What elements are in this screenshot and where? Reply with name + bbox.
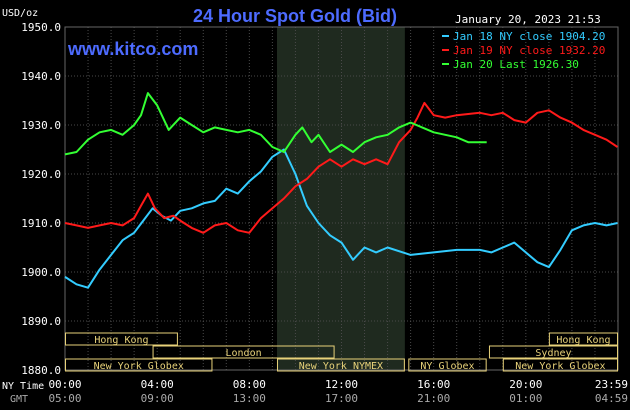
series-line (64, 148, 618, 289)
session-label: Hong Kong (94, 335, 148, 346)
legend-entry: Jan 19 NY close 1932.20 (453, 44, 605, 57)
y-tick-label: 1950.0 (21, 21, 61, 34)
y-tick-label: 1930.0 (21, 119, 61, 132)
x-tick-label-gmt: 13:00 (233, 392, 266, 405)
plot-frame (64, 26, 619, 371)
session-box (65, 332, 178, 346)
kitco-watermark: www.kitco.com (67, 39, 198, 59)
series-line (64, 92, 487, 156)
session-label: London (226, 348, 262, 359)
chart-timestamp: January 20, 2023 21:53 (455, 13, 601, 26)
grid-lines (64, 26, 619, 371)
trading-sessions: Hong Kong Hong Kong London Sydney New York G… (65, 332, 619, 372)
x-tick-label-ny: 04:00 (141, 378, 174, 391)
y-axis-unit: USD/oz (2, 8, 38, 19)
session-box (502, 358, 618, 372)
gmt-label: GMT (10, 394, 28, 405)
legend-entry: Jan 18 NY close 1904.20 (453, 30, 605, 43)
y-tick-label: 1890.0 (21, 315, 61, 328)
x-tick-label-gmt: 17:00 (325, 392, 358, 405)
x-tick-label-ny: 23:59 (595, 378, 628, 391)
x-tick-label-ny: 20:00 (509, 378, 542, 391)
session-label: Hong Kong (556, 335, 610, 346)
session-box (65, 358, 213, 372)
x-tick-label-gmt: 09:00 (141, 392, 174, 405)
price-series (64, 92, 619, 289)
x-tick-label-ny: 12:00 (325, 378, 358, 391)
x-tick-label-gmt: 05:00 (48, 392, 81, 405)
x-tick-label-gmt: 21:00 (417, 392, 450, 405)
y-tick-label: 1940.0 (21, 70, 61, 83)
x-tick-label-ny: 08:00 (233, 378, 266, 391)
y-tick-label: 1920.0 (21, 168, 61, 181)
y-axis-ticks: 1950.0 1940.0 1930.0 1920.0 1910.0 1900.0 1890… (21, 21, 61, 377)
session-label: NY Globex (420, 361, 474, 372)
x-tick-label-ny: 00:00 (48, 378, 81, 391)
y-tick-label: 1880.0 (21, 364, 61, 377)
session-box (276, 358, 405, 372)
session-box (488, 345, 619, 359)
chart-title: 24 Hour Spot Gold (Bid) (193, 6, 397, 26)
session-label: New York Globex (515, 361, 605, 372)
session-box (152, 345, 335, 359)
ny-time-label: NY Time (2, 381, 44, 392)
y-tick-label: 1900.0 (21, 266, 61, 279)
session-label: New York Globex (94, 361, 184, 372)
legend-entry: Jan 20 Last 1926.30 (453, 58, 579, 71)
nymex-session-shade (276, 27, 405, 370)
y-tick-label: 1910.0 (21, 217, 61, 230)
x-tick-label-ny: 16:00 (417, 378, 450, 391)
session-label: Sydney (535, 348, 571, 359)
session-box (548, 332, 618, 346)
series-line (64, 101, 619, 234)
session-box (408, 358, 487, 372)
session-label: New York NYMEX (299, 361, 383, 372)
x-tick-label-gmt: 01:00 (509, 392, 542, 405)
x-tick-label-gmt: 04:59 (595, 392, 628, 405)
